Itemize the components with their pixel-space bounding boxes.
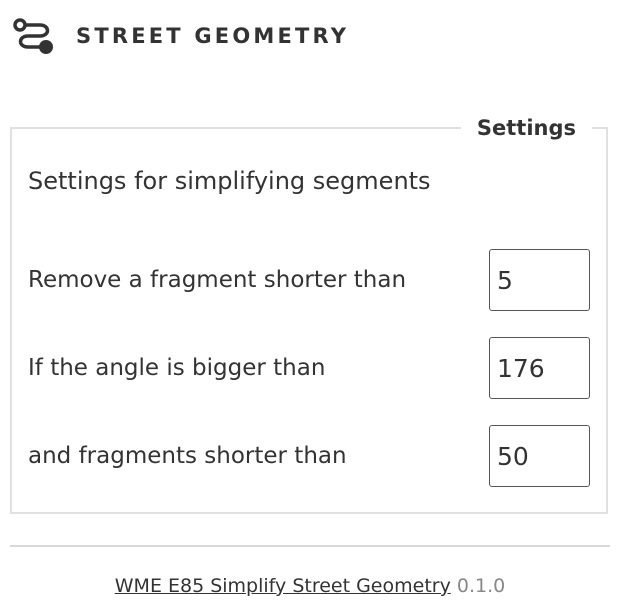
- settings-fieldset: Settings Settings for simplifying segmen…: [10, 113, 608, 514]
- setting-row-fragment-length: Remove a fragment shorter than: [28, 249, 590, 311]
- settings-subtitle: Settings for simplifying segments: [28, 167, 431, 195]
- fragment-length-label: Remove a fragment shorter than: [28, 267, 407, 293]
- footer-divider: [10, 545, 610, 547]
- fragments-length-label: and fragments shorter than: [28, 443, 347, 469]
- footer: WME E85 Simplify Street Geometry 0.1.0: [0, 575, 620, 597]
- panel-header: STREET GEOMETRY: [12, 14, 349, 58]
- fragments-length-input[interactable]: [489, 425, 590, 487]
- setting-row-angle: If the angle is bigger than: [28, 337, 590, 399]
- settings-legend: Settings: [460, 113, 592, 143]
- route-icon: [13, 18, 53, 54]
- script-link[interactable]: WME E85 Simplify Street Geometry: [114, 575, 451, 597]
- script-version: 0.1.0: [456, 575, 506, 597]
- angle-label: If the angle is bigger than: [28, 355, 326, 381]
- setting-row-fragments-length: and fragments shorter than: [28, 425, 590, 487]
- fragment-length-input[interactable]: [489, 249, 590, 311]
- panel-title: STREET GEOMETRY: [76, 24, 350, 48]
- angle-input[interactable]: [489, 337, 590, 399]
